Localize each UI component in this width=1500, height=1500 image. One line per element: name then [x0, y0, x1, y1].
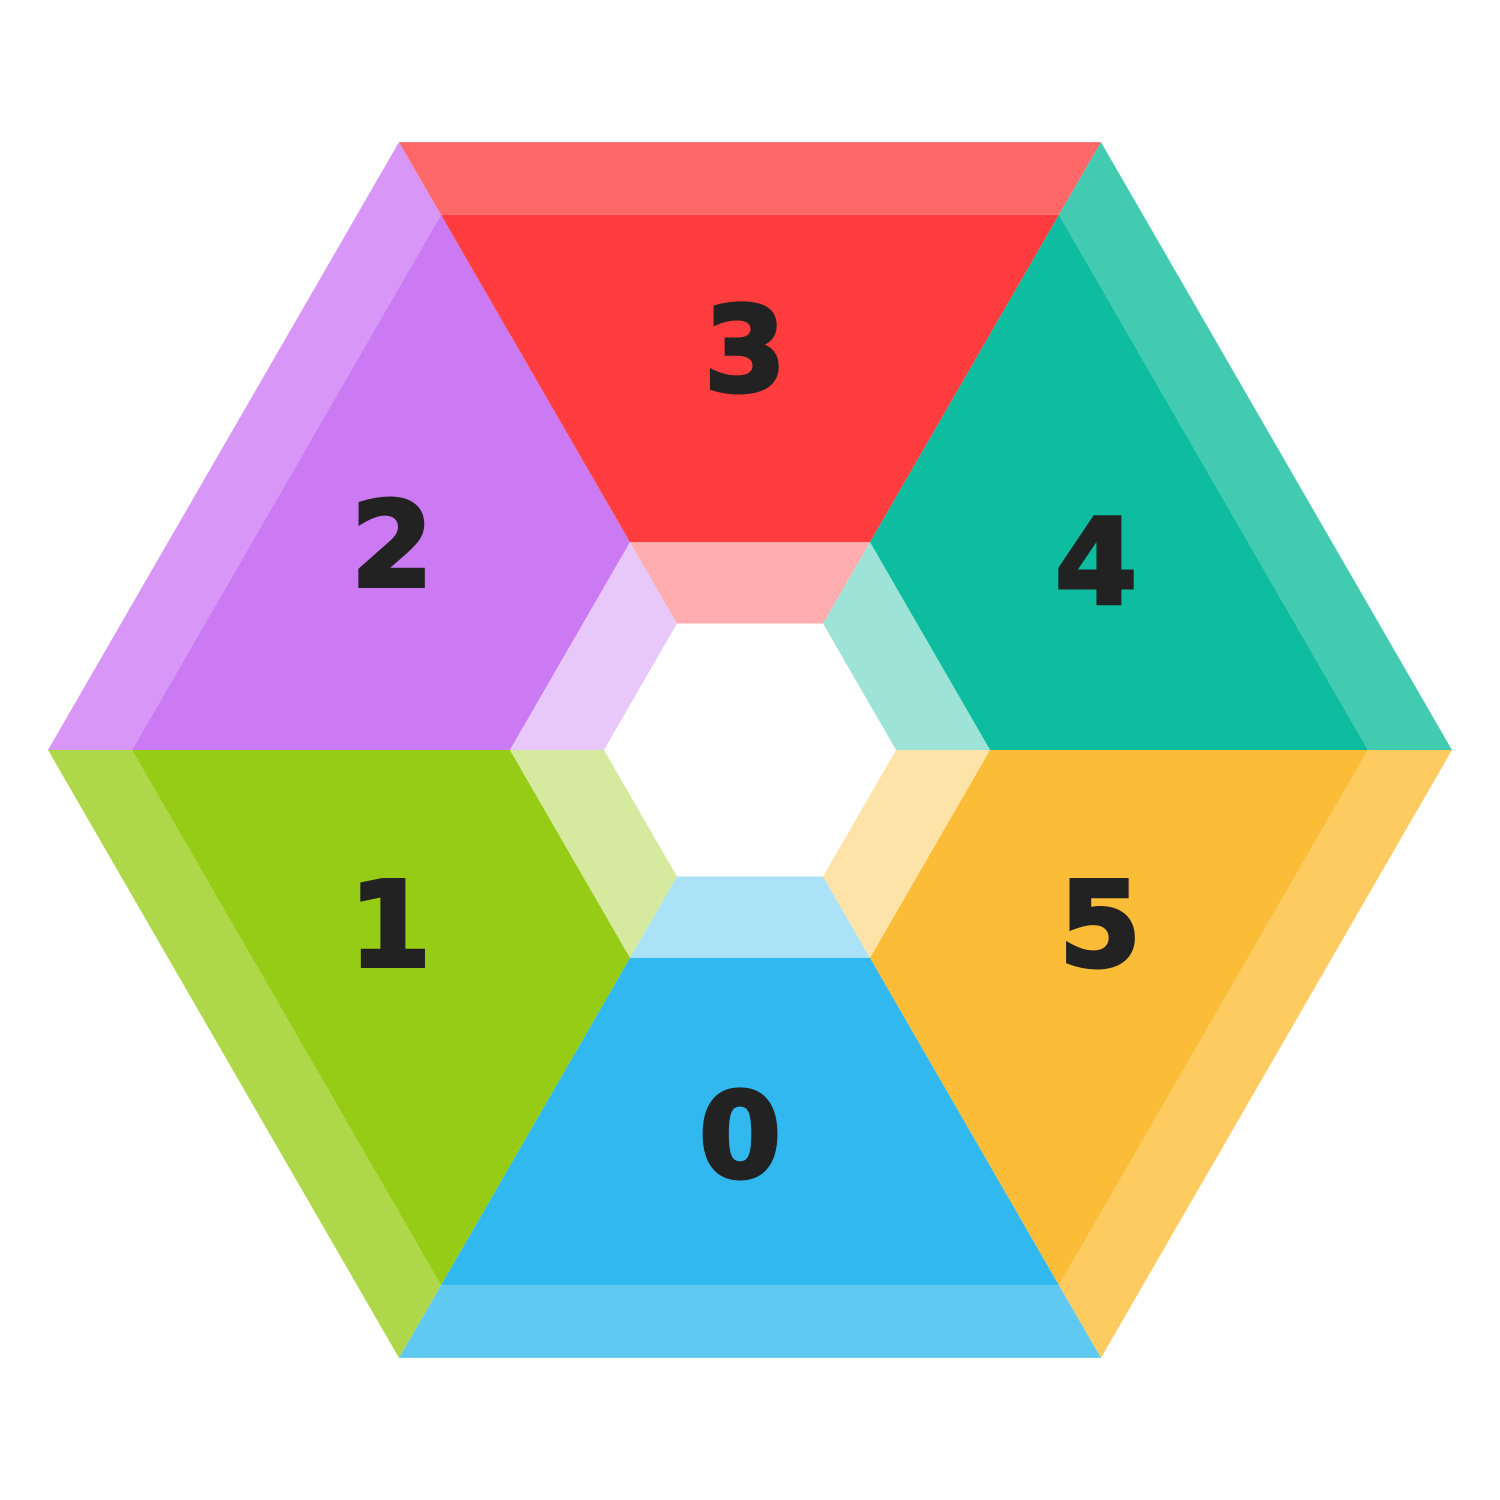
segment-5-inner-bevel — [823, 750, 990, 958]
segment-2-outer-bevel — [48, 142, 441, 751]
segment-2-face — [132, 214, 630, 751]
segment-4-outer-bevel — [1059, 142, 1452, 751]
center-hole — [604, 623, 896, 877]
segment-0-face — [441, 957, 1059, 1286]
labels-layer: 0 1 2 3 4 5 — [347, 279, 1143, 1207]
segment-2-label: 2 — [351, 476, 433, 614]
segment-0-label: 0 — [699, 1067, 781, 1205]
segments-layer — [48, 142, 1452, 1358]
segment-5-outer-bevel — [1059, 750, 1452, 1358]
segment-4-label: 4 — [1055, 493, 1137, 631]
segment-1-outer-bevel — [48, 750, 441, 1358]
segment-2-inner-bevel — [510, 542, 677, 750]
segment-5-face — [870, 750, 1368, 1286]
segment-4-face — [870, 214, 1368, 751]
segment-0-inner-bevel — [630, 876, 870, 958]
segment-0-outer-bevel — [399, 1285, 1101, 1358]
segment-1-inner-bevel — [510, 750, 677, 958]
segment-1-label: 1 — [349, 856, 431, 994]
segment-3-face — [441, 214, 1059, 543]
segment-5-label: 5 — [1059, 856, 1141, 994]
segment-1-face — [132, 750, 630, 1286]
segment-3-outer-bevel — [399, 142, 1101, 215]
segment-3-label: 3 — [704, 281, 786, 419]
segment-4-inner-bevel — [823, 542, 990, 750]
segment-3-inner-bevel — [630, 542, 870, 624]
